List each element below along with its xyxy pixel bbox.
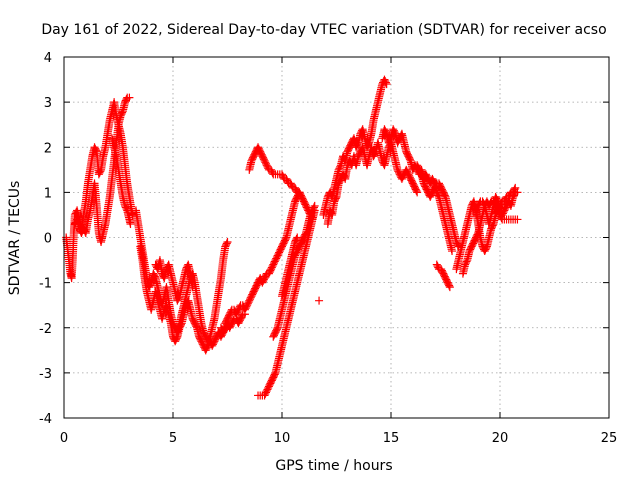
x-tick-label: 5 bbox=[169, 431, 177, 446]
data-point bbox=[176, 320, 185, 329]
data-point bbox=[91, 146, 100, 155]
data-point bbox=[292, 235, 301, 244]
data-point bbox=[448, 247, 457, 256]
y-tick-label: 3 bbox=[44, 96, 52, 111]
data-point bbox=[240, 310, 249, 319]
data-point bbox=[150, 272, 159, 281]
data-point bbox=[482, 244, 491, 253]
y-tick-label: 1 bbox=[44, 186, 52, 201]
x-tick-label: 10 bbox=[274, 431, 291, 446]
plot-frame bbox=[63, 56, 610, 419]
data-point bbox=[118, 108, 127, 117]
data-point bbox=[336, 162, 345, 171]
data-point bbox=[493, 195, 502, 204]
data-point bbox=[172, 334, 181, 343]
x-tick-label: 25 bbox=[601, 431, 618, 446]
data-point bbox=[445, 283, 454, 292]
x-tick-label: 0 bbox=[60, 431, 68, 446]
data-point bbox=[192, 322, 201, 331]
data-point bbox=[480, 200, 489, 209]
data-point bbox=[126, 219, 135, 228]
data-point bbox=[223, 238, 232, 247]
data-point bbox=[310, 201, 319, 210]
data-point bbox=[405, 155, 414, 164]
data-point bbox=[301, 230, 310, 239]
x-tick-labels: 0 5 10 15 20 25 bbox=[60, 431, 617, 446]
data-point bbox=[281, 235, 290, 244]
y-tick-label: -1 bbox=[39, 277, 52, 292]
data-point bbox=[309, 203, 318, 212]
data-point bbox=[188, 283, 197, 292]
data-point bbox=[381, 128, 390, 137]
data-point bbox=[315, 296, 324, 305]
data-point bbox=[445, 281, 454, 290]
chart-title: Day 161 of 2022, Sidereal Day-to-day VTE… bbox=[41, 22, 606, 38]
data-point bbox=[222, 239, 231, 248]
data-point bbox=[386, 135, 395, 144]
x-axis-label: GPS time / hours bbox=[275, 458, 392, 474]
data-point bbox=[462, 257, 471, 266]
data-points bbox=[62, 75, 522, 400]
data-point bbox=[413, 188, 422, 197]
data-point bbox=[272, 325, 281, 334]
data-point bbox=[353, 140, 362, 149]
y-tick-label: -2 bbox=[39, 322, 52, 337]
data-point bbox=[125, 93, 134, 102]
data-point bbox=[412, 186, 421, 195]
data-point bbox=[331, 194, 340, 203]
data-point bbox=[473, 230, 482, 239]
y-tick-label: 2 bbox=[44, 141, 52, 156]
data-point bbox=[293, 233, 302, 242]
data-point bbox=[513, 215, 522, 224]
data-point bbox=[381, 78, 390, 87]
y-tick-label: -4 bbox=[39, 412, 52, 427]
y-tick-label: 4 bbox=[44, 51, 52, 66]
x-tick-label: 15 bbox=[383, 431, 400, 446]
data-point bbox=[174, 293, 183, 302]
y-axis-label: SDTVAR / TECUs bbox=[7, 181, 23, 296]
data-point bbox=[270, 370, 279, 379]
grid-lines bbox=[64, 57, 609, 418]
y-tick-label: -3 bbox=[39, 367, 52, 382]
data-point bbox=[390, 128, 399, 137]
y-tick-labels: -4 -3 -2 -1 0 1 2 3 4 bbox=[39, 51, 52, 427]
x-tick-label: 20 bbox=[492, 431, 509, 446]
data-point bbox=[122, 204, 131, 213]
data-point bbox=[513, 188, 522, 197]
y-tick-label: 0 bbox=[44, 232, 52, 247]
data-point bbox=[440, 191, 449, 200]
data-point bbox=[416, 168, 425, 177]
data-point bbox=[96, 167, 105, 176]
data-point bbox=[382, 80, 391, 89]
